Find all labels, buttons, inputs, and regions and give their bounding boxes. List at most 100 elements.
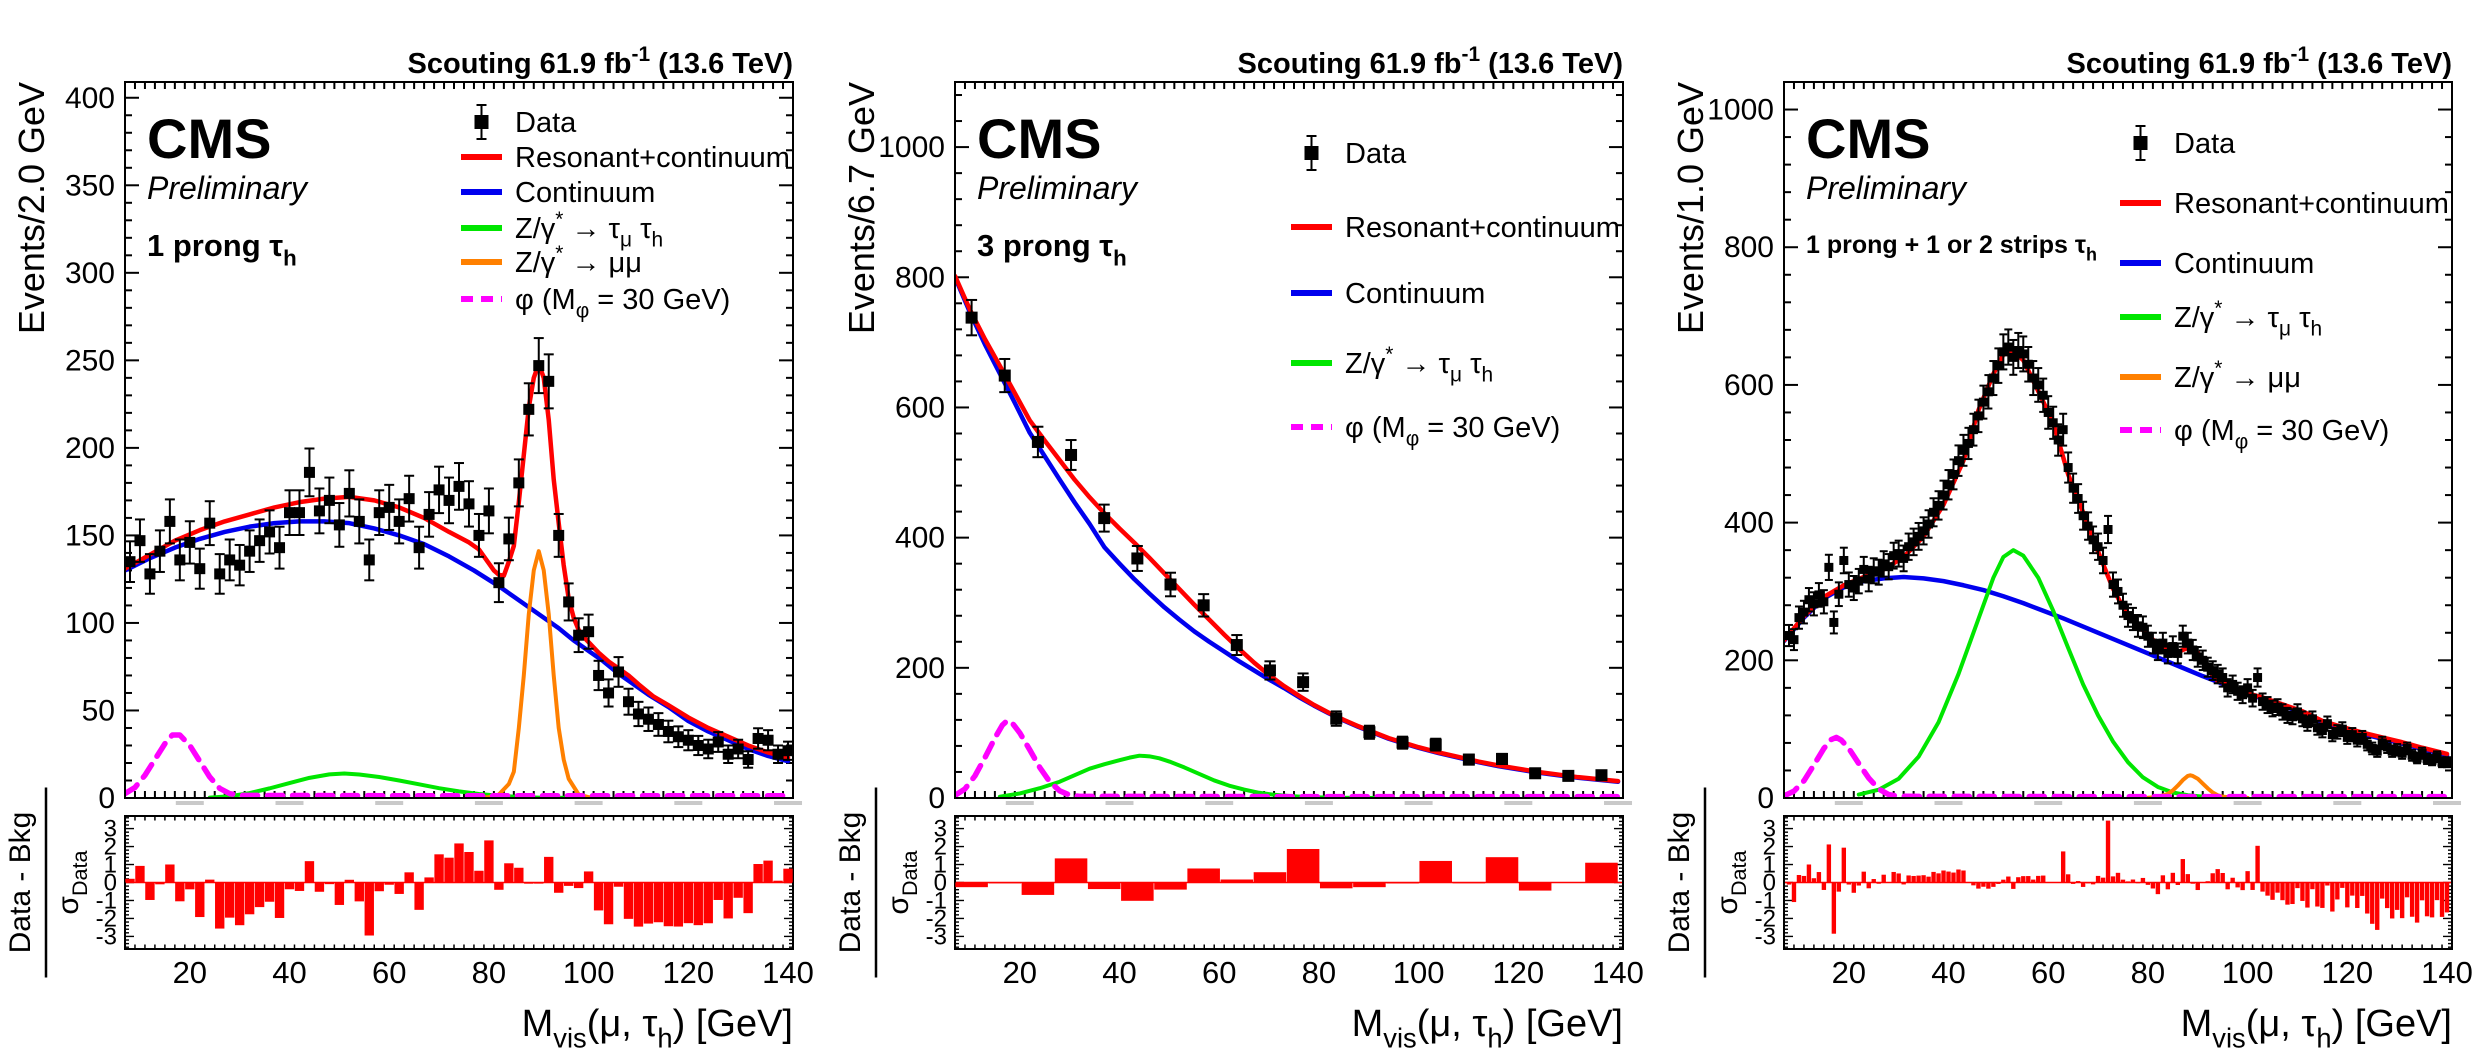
data-marker [274,542,286,554]
data-marker [2347,730,2357,740]
ratio-bar [1786,882,1792,885]
preliminary-label: Preliminary [147,170,309,206]
ghost-axis-label [674,801,703,805]
ratio-bar [1319,882,1353,889]
data-marker [2168,642,2178,652]
ratio-bar [2135,882,2141,884]
ratio-bar [1821,882,1827,890]
data-marker [353,515,365,527]
x-tick-label: 120 [662,955,714,990]
ratio-bar [2424,882,2430,917]
y-tick-label: 350 [65,169,115,202]
data-marker [1789,635,1799,645]
data-marker [2058,425,2068,435]
data-marker [1065,448,1078,461]
data-marker [563,596,575,608]
data-marker [2322,719,2332,729]
ratio-bar [1253,872,1287,883]
data-points-group [965,298,1608,782]
ratio-bar [1452,882,1486,884]
data-marker [1794,613,1804,623]
data-marker [1197,599,1210,612]
ratio-y-tick-label: 3 [934,816,947,843]
data-marker [712,736,724,748]
ratio-title-numerator: Data - Bkg [1663,812,1696,954]
x-tick-label: 80 [2131,955,2165,990]
ratio-bar [2036,875,2041,883]
data-marker [2392,745,2402,755]
data-marker [2437,757,2447,767]
y-tick-label: 400 [1724,507,1774,540]
data-marker [1889,551,1899,561]
data-marker [1983,387,1993,397]
ratio-title-denominator: σData [882,849,922,914]
y-tick-label: 0 [98,782,115,815]
legend-data-marker [474,115,489,129]
data-marker [2188,645,2198,655]
ratio-bar [1485,857,1519,883]
data-marker [2128,614,2138,624]
data-marker [772,748,784,760]
y-tick-label: 0 [1757,782,1774,815]
ratio-bar [2065,874,2071,883]
ratio-y-tick-label: 1 [104,852,117,879]
ratio-bar [783,868,793,883]
data-marker [682,734,694,746]
data-marker [2228,679,2238,689]
ratio-bar [314,882,325,892]
data-marker [752,732,764,744]
ratio-bar [1976,882,1981,889]
ratio-bar [1087,882,1121,890]
data-marker [2023,359,2033,369]
ghost-axis-label [1934,801,1963,805]
x-tick-label: 60 [372,955,406,990]
ratio-bar [1971,882,1976,886]
ratio-bar [2255,845,2260,883]
ratio-bar [2285,882,2290,905]
data-marker [965,311,978,324]
data-marker [622,696,634,708]
data-marker [533,360,545,372]
legend-label-red: Resonant+continuum [1345,212,1620,244]
ratio-bar [563,882,574,886]
data-marker [662,725,674,737]
ratio-bar [603,882,614,925]
data-marker [2432,752,2442,762]
data-marker [1859,564,1869,574]
ratio-bar [2389,882,2395,919]
ratio-bar [404,872,414,883]
y-tick-label: 600 [895,391,945,424]
ratio-bar [2105,820,2111,883]
data-marker [523,403,535,415]
data-marker [1230,639,1243,652]
ratio-bar [1121,882,1154,901]
data-marker [1849,583,1859,593]
data-marker [2208,666,2218,676]
ratio-bar [723,882,733,919]
data-marker [2093,542,2103,552]
data-marker [423,508,435,520]
data-marker [1944,480,1954,490]
data-marker [463,498,475,510]
data-marker [2008,352,2018,362]
y-tick-label: 1000 [878,131,945,164]
legend-item-red: Resonant+continuum [461,142,790,174]
data-marker [2302,719,2312,729]
ratio-y-tick-label: 2 [1763,834,1776,861]
legend-label-data: Data [1345,138,1407,170]
ratio-bar [2270,882,2275,900]
ratio-bar [1931,871,1936,883]
main-frame [954,81,1624,799]
ratio-bars-group [955,848,1618,901]
ratio-bar [2075,881,2081,883]
ratio-bar [2190,882,2195,884]
data-marker [254,535,266,547]
data-marker [194,563,206,575]
ratio-bar [1021,882,1055,895]
data-marker [204,517,216,529]
ghost-axis-label [1005,801,1034,805]
data-marker [1595,769,1608,782]
ratio-bar [2210,873,2215,883]
data-marker [2203,662,2213,672]
y-tick-label: 1000 [1707,94,1774,127]
